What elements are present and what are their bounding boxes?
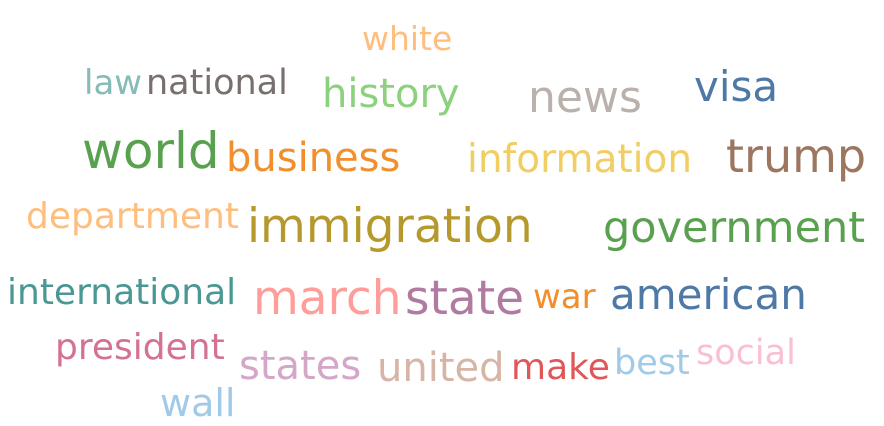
word-history: history	[322, 71, 460, 117]
word-war: war	[533, 277, 596, 317]
word-information: information	[467, 137, 693, 182]
word-department: department	[26, 196, 239, 237]
word-national: national	[146, 63, 288, 103]
word-white: white	[362, 19, 453, 58]
word-social: social	[696, 333, 796, 373]
word-march: march	[253, 271, 402, 326]
word-wall: wall	[160, 381, 236, 425]
word-visa: visa	[694, 62, 779, 111]
word-international: international	[7, 272, 237, 313]
word-business: business	[226, 135, 401, 181]
word-best: best	[614, 343, 690, 383]
word-news: news	[528, 72, 642, 123]
word-government: government	[603, 203, 866, 253]
word-president: president	[55, 327, 225, 368]
word-make: make	[511, 347, 610, 388]
word-states: states	[239, 343, 362, 389]
word-immigration: immigration	[247, 199, 533, 254]
word-world: world	[82, 122, 220, 180]
word-trump: trump	[726, 129, 867, 183]
word-state: state	[405, 271, 525, 326]
word-united: united	[377, 345, 505, 391]
word-law: law	[84, 63, 143, 103]
word-american: american	[610, 270, 807, 319]
